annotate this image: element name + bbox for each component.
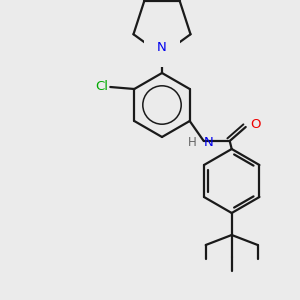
Text: Cl: Cl: [95, 80, 108, 94]
Text: N: N: [157, 41, 167, 54]
Text: N: N: [157, 41, 167, 54]
Text: O: O: [251, 118, 261, 131]
Text: N: N: [204, 136, 214, 148]
Text: H: H: [188, 136, 197, 148]
